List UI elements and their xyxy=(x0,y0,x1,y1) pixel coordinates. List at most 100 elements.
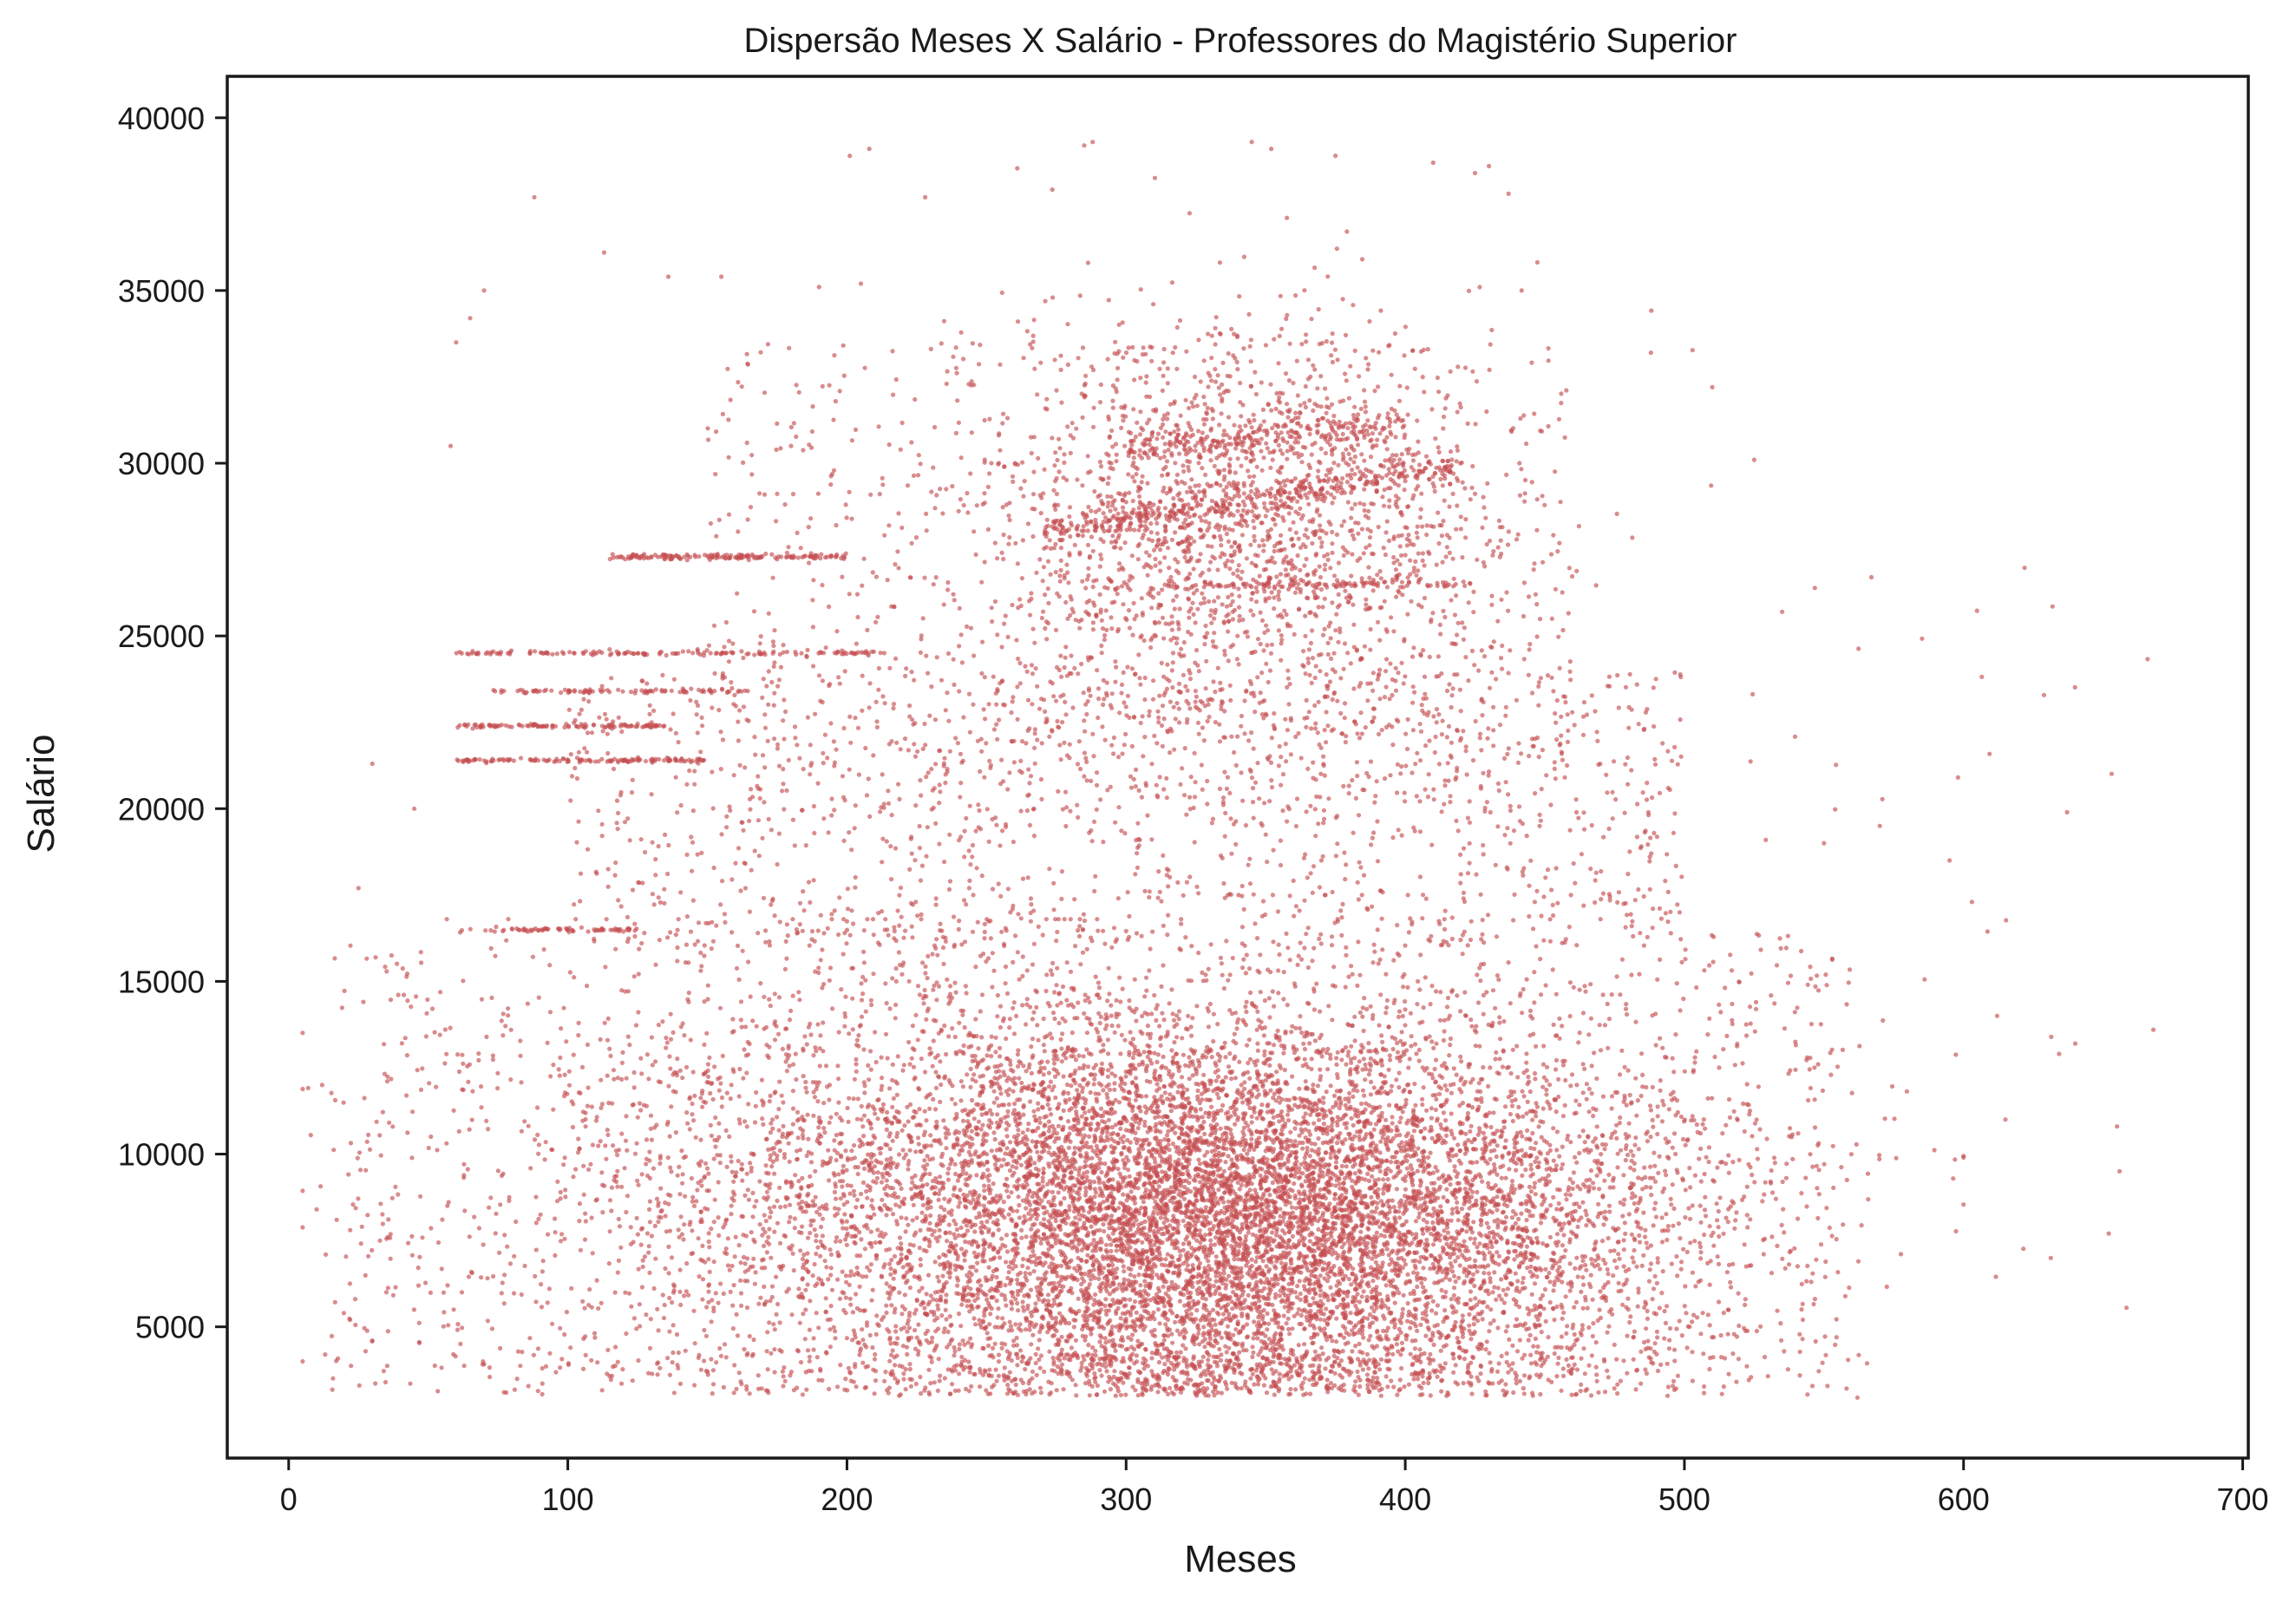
data-point xyxy=(1073,1338,1078,1343)
data-point xyxy=(1140,1239,1145,1245)
data-point xyxy=(1141,1360,1146,1365)
data-point xyxy=(943,1230,948,1235)
data-point xyxy=(1332,1196,1338,1201)
data-point xyxy=(1221,1200,1226,1205)
data-point xyxy=(1240,1325,1246,1331)
data-point xyxy=(1083,1338,1088,1343)
data-point xyxy=(1502,1104,1508,1109)
data-point xyxy=(1231,1290,1236,1295)
data-point xyxy=(1175,1089,1181,1095)
data-point xyxy=(1201,1119,1207,1125)
data-point xyxy=(1030,1376,1035,1381)
data-point xyxy=(1213,1279,1219,1284)
data-point xyxy=(1038,1065,1043,1070)
data-point xyxy=(1369,1289,1374,1295)
data-point xyxy=(1324,1306,1329,1311)
data-point xyxy=(1120,986,1125,991)
data-point xyxy=(1293,1170,1298,1175)
data-point xyxy=(1104,1091,1109,1096)
data-point xyxy=(966,1298,971,1304)
data-point xyxy=(1159,1065,1164,1070)
data-point xyxy=(1331,1093,1337,1098)
data-point xyxy=(1021,1257,1026,1262)
data-point xyxy=(844,1168,849,1173)
data-point xyxy=(1187,1076,1192,1082)
data-point xyxy=(1170,1255,1175,1260)
data-point xyxy=(1255,1336,1260,1341)
data-point xyxy=(1443,1133,1449,1138)
data-point xyxy=(1002,1115,1007,1120)
data-point xyxy=(971,1250,977,1255)
data-point xyxy=(1409,1034,1414,1039)
data-point xyxy=(1016,1132,1021,1138)
data-point xyxy=(1421,1285,1426,1290)
data-point xyxy=(989,1148,994,1154)
data-point xyxy=(1337,1181,1342,1187)
data-point xyxy=(885,1056,890,1061)
data-point xyxy=(1099,1344,1104,1349)
data-point xyxy=(1175,1230,1181,1235)
data-point xyxy=(1471,1331,1476,1337)
data-point xyxy=(1102,1360,1108,1365)
data-point xyxy=(1128,1189,1134,1194)
data-point xyxy=(1042,1065,1047,1070)
data-point xyxy=(1028,1099,1033,1104)
data-point xyxy=(1286,1229,1292,1234)
data-point xyxy=(1297,1133,1302,1138)
data-point xyxy=(997,1157,1002,1162)
data-point xyxy=(1161,1368,1167,1374)
data-point xyxy=(1298,1292,1303,1297)
data-point xyxy=(1335,1305,1340,1310)
data-point xyxy=(1298,1321,1304,1327)
data-point xyxy=(1573,1110,1579,1115)
data-point xyxy=(1459,1059,1464,1064)
data-point xyxy=(1668,1196,1673,1201)
data-point xyxy=(1221,1141,1226,1147)
data-point xyxy=(1213,1078,1219,1083)
data-point xyxy=(1492,1285,1497,1290)
data-point xyxy=(1376,1187,1381,1192)
data-point xyxy=(1005,1383,1011,1388)
data-point xyxy=(1155,1390,1161,1395)
data-point xyxy=(1378,1357,1383,1362)
data-point xyxy=(813,1168,818,1174)
data-point xyxy=(1458,1009,1463,1014)
data-point xyxy=(1334,1316,1339,1321)
data-point xyxy=(777,1148,782,1154)
data-point xyxy=(1132,977,1137,982)
data-point xyxy=(1307,1239,1312,1244)
data-point xyxy=(1176,1009,1182,1014)
data-point xyxy=(1096,1177,1102,1182)
data-point xyxy=(1275,1114,1280,1119)
data-point xyxy=(1219,1195,1224,1200)
data-point xyxy=(1245,1151,1250,1156)
data-point xyxy=(1132,1200,1138,1206)
data-point xyxy=(1102,941,1108,946)
data-point xyxy=(1389,1089,1394,1094)
data-point xyxy=(1063,1100,1069,1105)
data-point xyxy=(1347,1090,1352,1096)
data-point xyxy=(879,1055,884,1060)
data-point xyxy=(1030,1332,1036,1338)
data-point xyxy=(1128,1266,1134,1272)
data-point xyxy=(1206,966,1211,971)
data-point xyxy=(1571,1170,1576,1175)
data-point xyxy=(1372,1370,1377,1375)
data-point xyxy=(1404,1082,1410,1088)
data-point xyxy=(1251,1350,1256,1355)
data-point xyxy=(998,1054,1003,1059)
data-point xyxy=(1032,1114,1037,1119)
data-point xyxy=(915,1135,921,1141)
data-point xyxy=(1157,1024,1162,1029)
data-point xyxy=(1101,1221,1106,1227)
data-point xyxy=(1061,1387,1066,1392)
data-point xyxy=(1112,1081,1117,1086)
data-point xyxy=(1244,1009,1249,1015)
data-point xyxy=(1370,1245,1376,1250)
data-point xyxy=(1177,1298,1182,1304)
data-point xyxy=(1503,1175,1508,1181)
data-point xyxy=(1174,1238,1179,1243)
data-point xyxy=(1032,1161,1037,1166)
data-point xyxy=(947,1230,952,1235)
data-point xyxy=(1353,1303,1358,1309)
